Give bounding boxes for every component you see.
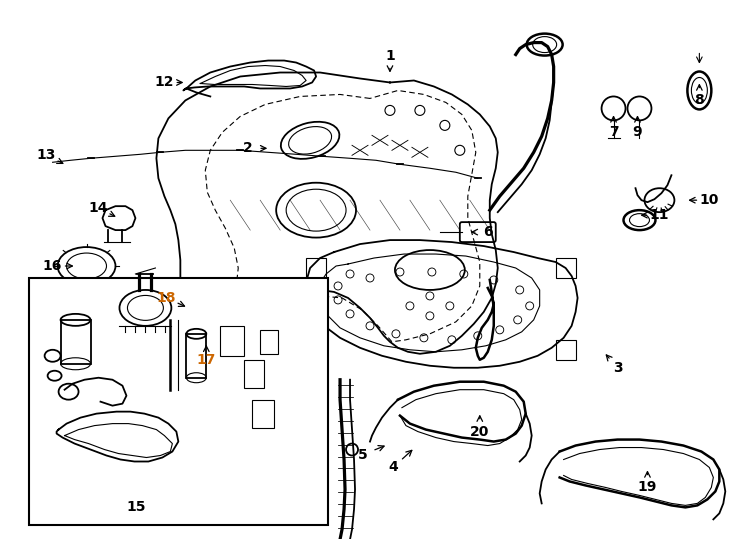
Text: 4: 4 <box>388 461 398 475</box>
Bar <box>252 400 275 428</box>
Text: 12: 12 <box>155 76 174 90</box>
Text: 18: 18 <box>156 291 176 305</box>
Text: 17: 17 <box>197 353 216 367</box>
Text: 10: 10 <box>700 193 719 207</box>
Bar <box>260 330 278 354</box>
Bar <box>556 258 575 278</box>
Text: 16: 16 <box>43 259 62 273</box>
Text: 6: 6 <box>483 225 493 239</box>
Text: 9: 9 <box>633 125 642 139</box>
Text: 3: 3 <box>613 361 622 375</box>
Text: 20: 20 <box>470 424 490 438</box>
Text: 2: 2 <box>244 141 253 156</box>
Bar <box>556 340 575 360</box>
Text: 13: 13 <box>37 148 57 163</box>
Bar <box>306 258 326 278</box>
Bar <box>61 320 90 364</box>
Bar <box>244 360 264 388</box>
Text: 5: 5 <box>358 448 368 462</box>
Bar <box>186 334 206 377</box>
Text: 14: 14 <box>89 201 108 215</box>
Text: 8: 8 <box>694 93 704 107</box>
Text: 11: 11 <box>650 208 669 222</box>
Text: 7: 7 <box>608 125 618 139</box>
Text: 19: 19 <box>638 481 657 495</box>
Text: 15: 15 <box>127 501 146 515</box>
Bar <box>220 326 244 356</box>
Text: 1: 1 <box>385 49 395 63</box>
Bar <box>306 340 326 360</box>
Bar <box>29 278 328 525</box>
